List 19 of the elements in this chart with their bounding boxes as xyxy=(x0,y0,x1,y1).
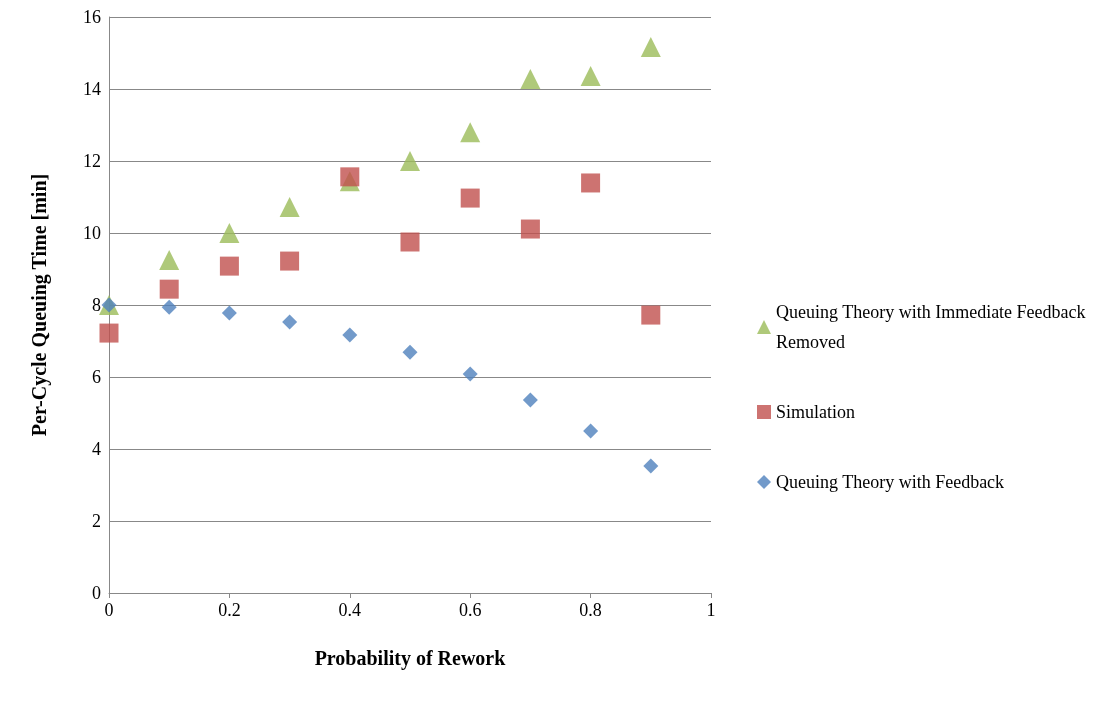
legend-label: Queuing Theory with Immediate Feedback Removed xyxy=(776,302,1091,352)
x-axis-title: Probability of Rework xyxy=(314,647,507,670)
y-tick-label: 0 xyxy=(92,583,101,603)
y-tick-label: 14 xyxy=(83,79,101,99)
y-tick-label: 10 xyxy=(83,223,101,243)
x-tick-label: 0.8 xyxy=(579,600,602,620)
x-tick-label: 1 xyxy=(706,600,716,620)
legend-label: Simulation xyxy=(776,402,856,422)
y-tick-label: 2 xyxy=(92,511,101,531)
y-tick-label: 16 xyxy=(83,7,101,27)
legend-label: Queuing Theory with Feedback xyxy=(776,472,1005,492)
y-tick-label: 6 xyxy=(92,367,101,387)
y-tick-label: 8 xyxy=(92,295,101,315)
x-tick-label: 0.4 xyxy=(338,600,362,620)
y-tick-label: 12 xyxy=(83,151,101,171)
y-axis-title: Per-Cycle Queuing Time [min] xyxy=(28,173,51,437)
x-tick-label: 0.6 xyxy=(458,600,482,620)
x-tick-label: 0.2 xyxy=(218,600,241,620)
y-tick-label: 4 xyxy=(92,439,101,459)
